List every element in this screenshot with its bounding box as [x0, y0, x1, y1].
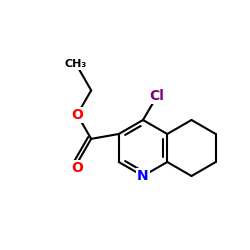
Text: O: O [71, 161, 83, 175]
Text: N: N [137, 169, 149, 183]
Text: Cl: Cl [150, 89, 164, 103]
Text: O: O [71, 108, 83, 122]
Text: CH₃: CH₃ [64, 59, 86, 69]
